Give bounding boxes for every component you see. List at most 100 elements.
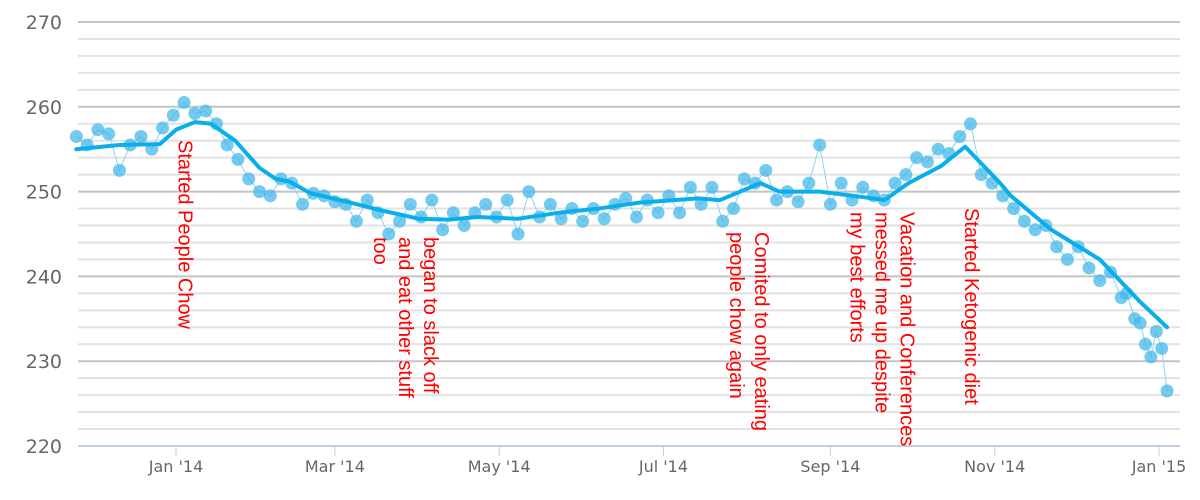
data-point (296, 197, 310, 211)
annotation-line: Vacation and Conferences (895, 212, 917, 446)
y-tick-label: 230 (26, 351, 62, 373)
data-point (1028, 223, 1042, 237)
data-point (651, 206, 665, 220)
annotation-line: too (369, 237, 391, 265)
data-point (1093, 274, 1107, 288)
data-point (694, 197, 708, 211)
data-point (543, 197, 557, 211)
y-tick-label: 220 (26, 436, 62, 458)
data-point (1082, 261, 1096, 275)
data-point (1160, 384, 1174, 398)
data-point (920, 155, 934, 169)
data-point (630, 210, 644, 224)
data-point (737, 172, 751, 186)
data-point (511, 227, 525, 241)
data-point (1060, 252, 1074, 266)
data-point (252, 185, 266, 199)
data-point (1050, 240, 1064, 254)
data-point (802, 176, 816, 190)
data-point (856, 180, 870, 194)
data-point (242, 172, 256, 186)
x-tick-label: Jan '14 (148, 457, 204, 476)
annotation-line: Comited to only eating (750, 232, 772, 431)
data-point (500, 193, 514, 207)
data-point (1133, 316, 1147, 330)
data-point (446, 206, 460, 220)
data-point (91, 123, 105, 137)
data-point (393, 214, 407, 228)
annotation-line: Started People Chow (174, 140, 196, 330)
x-tick-label: Nov '14 (964, 457, 1025, 476)
data-point (910, 151, 924, 165)
data-point (963, 117, 977, 131)
annotations: Started People Chow began to slack offand… (174, 140, 982, 446)
data-point (199, 104, 213, 118)
data-point (683, 180, 697, 194)
data-point (220, 138, 234, 152)
data-point (263, 189, 277, 203)
annotation-line: my best efforts (845, 212, 867, 343)
data-point (554, 212, 568, 226)
data-point (479, 197, 493, 211)
annotation-line: Started Ketogenic diet (960, 208, 982, 405)
data-point (403, 197, 417, 211)
series (69, 96, 1174, 398)
data-point (759, 163, 773, 177)
data-point (349, 214, 363, 228)
data-point (716, 214, 730, 228)
data-point (888, 176, 902, 190)
data-point (1017, 214, 1031, 228)
data-point (102, 127, 116, 141)
data-point (673, 206, 687, 220)
data-point (899, 168, 913, 182)
data-point (619, 191, 633, 205)
data-point (1139, 337, 1153, 351)
data-point (436, 223, 450, 237)
annotation-line: and eat other stuff (394, 237, 416, 398)
data-point (457, 219, 471, 233)
data-point (382, 227, 396, 241)
data-point (931, 142, 945, 156)
data-point (1149, 325, 1163, 339)
annotation-line: began to slack off (419, 237, 441, 394)
data-point (770, 193, 784, 207)
data-point (112, 163, 126, 177)
data-point (834, 176, 848, 190)
data-point (1007, 202, 1021, 216)
data-point (177, 96, 191, 110)
data-point (166, 108, 180, 122)
annotation: Started Ketogenic diet (960, 208, 982, 405)
data-point (597, 212, 611, 226)
annotation-line: people chow again (725, 232, 747, 399)
data-point (813, 138, 827, 152)
data-point (576, 214, 590, 228)
annotation-line: messed me up despite (870, 212, 892, 413)
data-point (1144, 350, 1158, 364)
x-tick-label: Mar '14 (305, 457, 365, 476)
data-point (791, 195, 805, 209)
x-axis: Jan '14 Mar '14 May '14 Jul '14 Sep '14 Nov '… (148, 446, 1187, 476)
x-tick-label: Jan '15 (1131, 457, 1187, 476)
data-point (726, 202, 740, 216)
y-tick-label: 250 (26, 182, 62, 204)
data-point (134, 129, 148, 143)
data-point (231, 152, 245, 166)
data-point (522, 185, 536, 199)
data-point (425, 193, 439, 207)
data-point (953, 129, 967, 143)
y-tick-label: 260 (26, 97, 62, 119)
data-point (823, 197, 837, 211)
data-point (188, 107, 202, 121)
x-tick-label: Sep '14 (800, 457, 860, 476)
y-tick-label: 240 (26, 266, 62, 288)
data-point (69, 129, 83, 143)
grid (78, 21, 1180, 447)
data-point (974, 168, 988, 182)
data-point (1155, 341, 1169, 355)
x-tick-label: Jul '14 (638, 457, 688, 476)
annotation: Started People Chow (174, 140, 196, 330)
